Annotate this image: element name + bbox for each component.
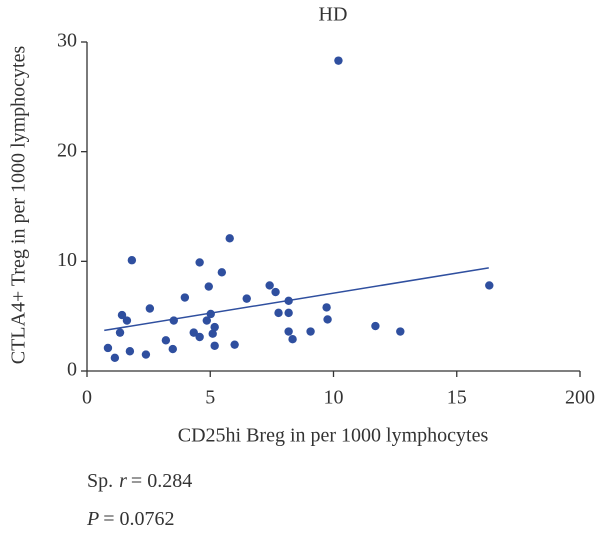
y-axis-label: CTLA4+ Treg in per 1000 lymphocytes <box>8 46 30 365</box>
y-tick-label: 30 <box>57 30 77 52</box>
annotation-prefix: Sp. <box>87 470 113 492</box>
point <box>141 350 151 359</box>
point <box>274 308 283 318</box>
annotation-symbol: r <box>119 470 127 492</box>
point <box>371 321 380 331</box>
point <box>271 287 280 297</box>
point <box>322 303 331 312</box>
point <box>145 304 155 313</box>
point <box>242 294 251 303</box>
point <box>230 340 239 349</box>
point <box>180 293 190 302</box>
point <box>161 336 171 345</box>
x-tick-label: 5 <box>205 387 215 409</box>
point <box>125 347 135 356</box>
point <box>204 282 213 291</box>
annotation-symbol: P <box>86 508 99 530</box>
point <box>168 344 177 354</box>
point <box>169 316 178 325</box>
point <box>306 327 315 336</box>
point <box>265 281 274 290</box>
point <box>323 315 332 324</box>
point <box>115 328 125 337</box>
x-tick-label: 0 <box>82 387 92 409</box>
point <box>284 296 293 306</box>
point <box>225 234 234 243</box>
point <box>122 316 132 325</box>
point <box>117 310 127 320</box>
point <box>334 56 343 65</box>
point <box>208 329 217 338</box>
point <box>202 316 211 325</box>
point <box>284 308 293 318</box>
point <box>288 334 297 344</box>
y-tick-label: 20 <box>57 139 77 161</box>
chart-title: HD <box>319 4 348 26</box>
x-tick-label: 200 <box>565 387 595 409</box>
annotation: Sp. r = 0.284 <box>87 470 192 492</box>
annotation-text: = 0.284 <box>131 470 192 492</box>
point <box>206 309 215 319</box>
point <box>127 256 137 265</box>
point <box>103 343 113 353</box>
y-tick-label: 10 <box>57 249 77 271</box>
x-axis-label: CD25hi Breg in per 1000 lymphocytes <box>178 425 489 447</box>
annotation-text: = 0.0762 <box>103 508 174 530</box>
x-tick-label: 10 <box>324 387 344 409</box>
point <box>217 268 227 277</box>
point <box>284 327 293 336</box>
point <box>195 332 204 342</box>
fit-line <box>104 267 489 332</box>
point <box>396 327 405 336</box>
point <box>210 341 219 350</box>
point <box>110 353 120 363</box>
point <box>195 258 204 267</box>
point <box>189 328 198 337</box>
point <box>485 281 494 290</box>
point <box>210 322 219 332</box>
x-tick-label: 15 <box>447 387 467 409</box>
annotation: P = 0.0762 <box>86 508 175 530</box>
y-tick-label: 0 <box>67 359 77 381</box>
